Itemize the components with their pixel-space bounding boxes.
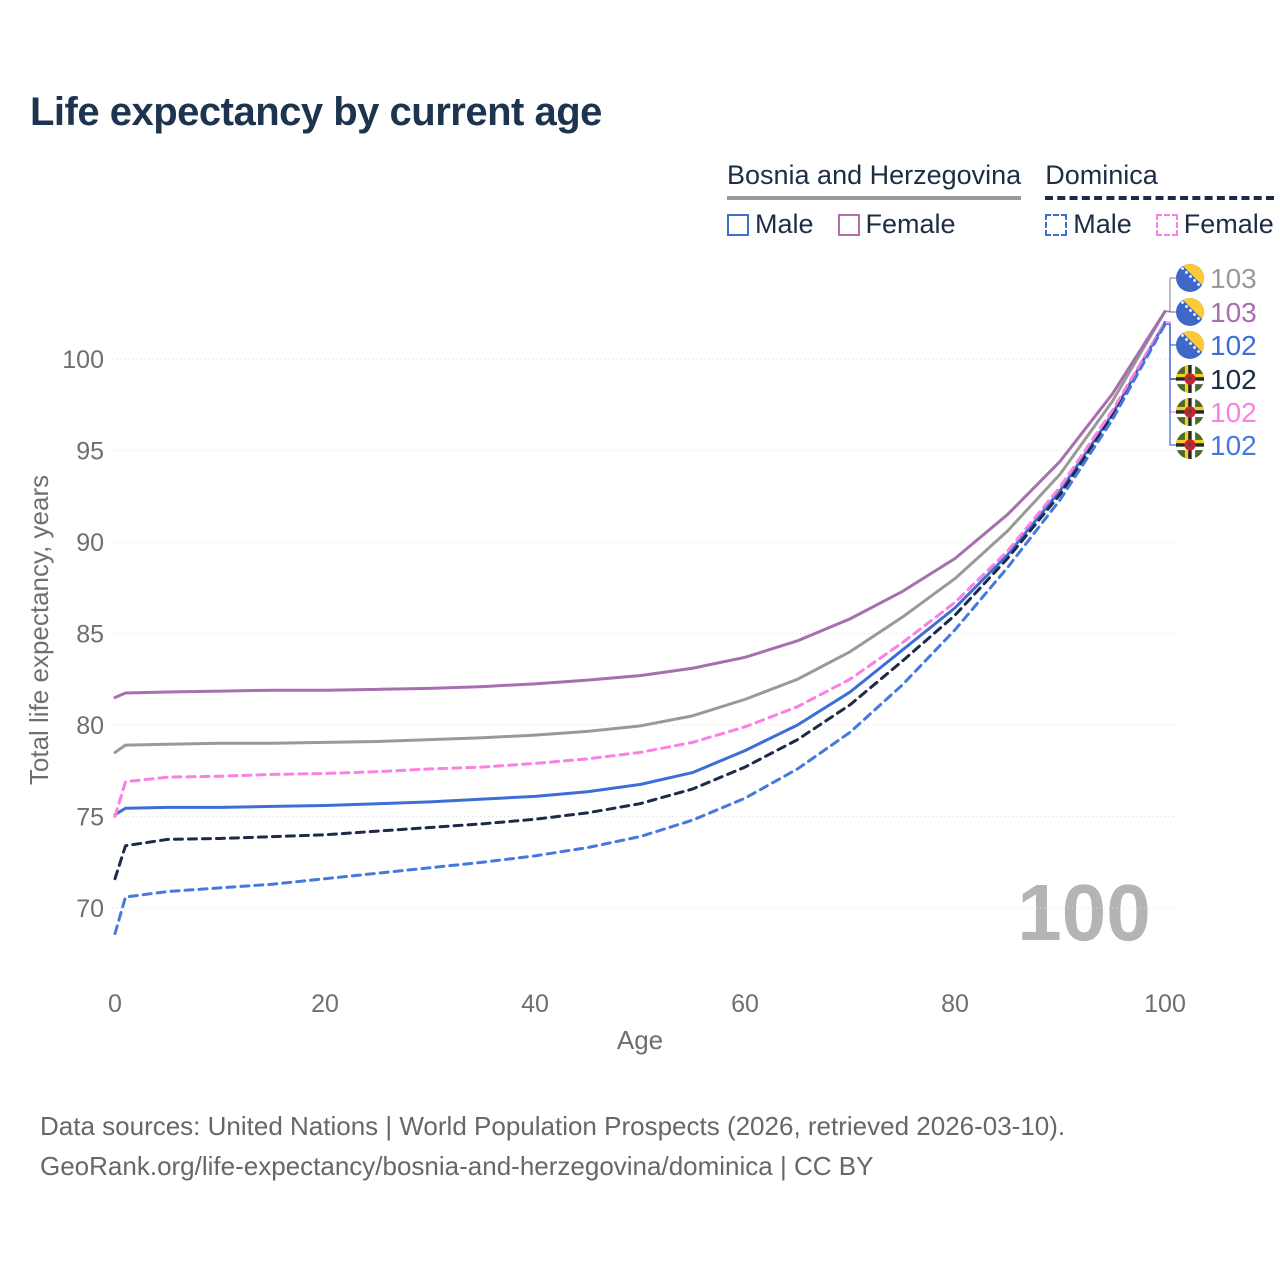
x-tick-label: 40 [521, 990, 549, 1018]
dominica-flag-icon [1176, 431, 1204, 459]
age-counter-watermark: 100 [1017, 868, 1150, 957]
series-line-bosnia-and-herzegovina-male [113, 320, 1167, 817]
footer-attribution[interactable]: GeoRank.org/life-expectancy/bosnia-and-h… [40, 1151, 874, 1182]
footer: Data sources: United Nations | World Pop… [40, 1106, 1065, 1187]
y-tick-label: 90 [76, 529, 104, 557]
series-line-bosnia-and-herzegovina-both [113, 309, 1167, 754]
end-value-label: 103 [1210, 297, 1257, 328]
dominica-female-label: Female [1183, 209, 1274, 239]
x-tick-label: 100 [1144, 990, 1186, 1018]
x-tick-label: 80 [941, 990, 969, 1018]
end-label-connector [1165, 310, 1176, 313]
bosnia-and-herzegovina-flag-icon [1176, 331, 1204, 359]
series-line-bosnia-and-herzegovina-female [113, 309, 1167, 700]
series-line-dominica-male [113, 322, 1167, 936]
legend: Bosnia and Herzegovina Male Female Domin… [727, 160, 1274, 240]
bosnia-and-herzegovina-flag-icon [1176, 264, 1204, 292]
y-tick-label: 70 [76, 895, 104, 923]
x-axis-title: Age [617, 1025, 663, 1055]
legend-item-bosnia-female[interactable]: Female [837, 209, 956, 240]
y-axis-title: Total life expectancy, years [24, 475, 54, 785]
x-tick-label: 0 [108, 990, 122, 1018]
y-tick-label: 85 [76, 621, 104, 649]
legend-item-dominica-female[interactable]: Female [1155, 209, 1274, 240]
end-label-connector [1165, 277, 1176, 313]
series-line-dominica-both [113, 322, 1167, 881]
x-tick-label: 20 [311, 990, 339, 1018]
end-value-label: 102 [1210, 364, 1257, 395]
series-line-dominica-female [113, 320, 1167, 818]
legend-header-dominica: Dominica [1045, 160, 1274, 200]
y-tick-label: 95 [76, 438, 104, 466]
dominica-flag-icon [1176, 365, 1204, 393]
dominica-female-swatch-icon [1155, 213, 1178, 236]
legend-items-bosnia: Male Female [727, 209, 1021, 240]
legend-items-dominica: Male Female [1045, 209, 1274, 240]
page-title: Life expectancy by current age [30, 90, 602, 134]
legend-group-dominica: Dominica Male Female [1045, 160, 1274, 240]
legend-item-dominica-male[interactable]: Male [1045, 209, 1132, 240]
dominica-flag-icon [1176, 398, 1204, 426]
dominica-male-swatch-icon [1045, 213, 1068, 236]
bosnia-male-label: Male [755, 209, 814, 239]
bosnia-male-swatch-icon [727, 213, 749, 236]
dominica-male-label: Male [1073, 209, 1132, 239]
legend-group-bosnia: Bosnia and Herzegovina Male Female [727, 160, 1022, 240]
legend-item-bosnia-male[interactable]: Male [727, 209, 814, 240]
end-value-label: 102 [1210, 330, 1257, 361]
x-tick-label: 60 [731, 990, 759, 1018]
y-tick-label: 75 [76, 804, 104, 832]
end-value-label: 103 [1210, 263, 1257, 294]
footer-data-sources: Data sources: United Nations | World Pop… [40, 1111, 1066, 1141]
end-value-label: 102 [1210, 430, 1257, 461]
y-tick-label: 100 [62, 346, 104, 374]
y-tick-label: 80 [76, 712, 104, 740]
legend-header-bosnia: Bosnia and Herzegovina [727, 160, 1022, 200]
bosnia-female-swatch-icon [837, 213, 860, 236]
end-label-connector [1165, 323, 1176, 446]
bosnia-and-herzegovina-flag-icon [1176, 298, 1204, 326]
end-value-label: 102 [1210, 397, 1257, 428]
bosnia-female-label: Female [865, 209, 956, 239]
